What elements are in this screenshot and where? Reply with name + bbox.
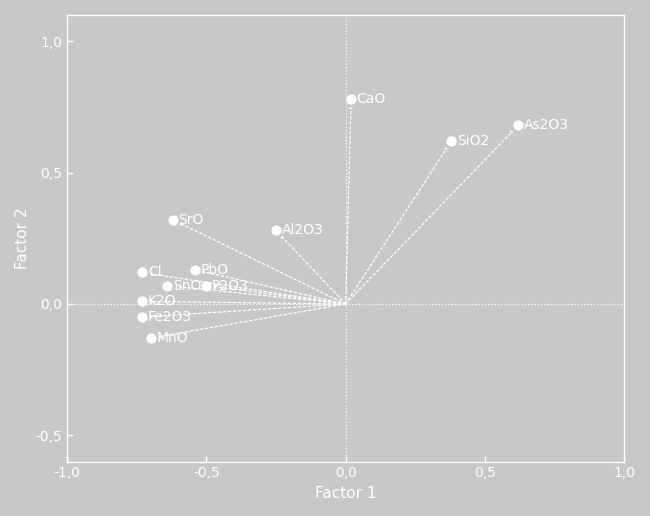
Point: [162, 281, 173, 289]
Point: [271, 227, 281, 235]
Text: CaO: CaO: [357, 92, 386, 106]
Y-axis label: Factor 2: Factor 2: [15, 207, 30, 269]
Text: Cl: Cl: [148, 265, 162, 280]
Point: [190, 266, 200, 274]
Point: [446, 137, 456, 145]
Point: [137, 297, 148, 305]
Text: As2O3: As2O3: [524, 118, 569, 132]
Point: [168, 216, 178, 224]
Point: [137, 313, 148, 321]
Text: SnO: SnO: [173, 279, 202, 293]
Point: [137, 268, 148, 277]
Text: MnO: MnO: [156, 331, 188, 345]
Text: P2O3: P2O3: [212, 279, 249, 293]
Point: [346, 95, 356, 103]
X-axis label: Factor 1: Factor 1: [315, 486, 376, 501]
Text: Fe2O3: Fe2O3: [148, 310, 192, 324]
Text: SrO: SrO: [179, 213, 204, 227]
Point: [202, 281, 212, 289]
Text: Al2O3: Al2O3: [281, 223, 323, 237]
Text: K2O: K2O: [148, 294, 177, 309]
Point: [513, 121, 523, 130]
Point: [146, 334, 156, 342]
Text: PbO: PbO: [201, 263, 229, 277]
Text: SiO2: SiO2: [457, 134, 489, 148]
